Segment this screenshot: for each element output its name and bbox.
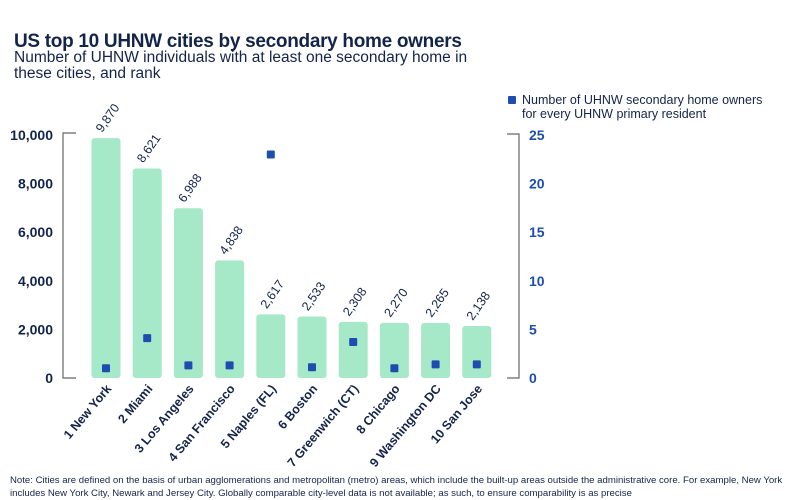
bar [338, 321, 368, 378]
right-tick-label: 15 [529, 224, 545, 240]
bar [132, 168, 162, 378]
left-tick-label: 6,000 [18, 224, 53, 240]
footnote: Note: Cities are defined on the basis of… [10, 475, 783, 499]
scatter-point [184, 361, 193, 370]
scatter-point [266, 150, 275, 159]
left-tick-label: 0 [45, 370, 53, 386]
category-label: 9 Washington DC [367, 382, 444, 470]
category-label: 1 New York [61, 382, 114, 442]
scatter-point [102, 364, 110, 373]
category-label: 6 Boston [275, 382, 320, 432]
scatter-point [143, 334, 152, 343]
legend: Number of UHNW secondary home owners for… [508, 93, 778, 121]
bar [297, 316, 327, 378]
bar [379, 322, 409, 378]
right-axis-line [507, 133, 520, 379]
scatter-point [431, 360, 440, 369]
scatter-point [349, 338, 358, 347]
category-label: 7 Greenwich (CT) [285, 382, 362, 470]
left-tick-label: 8,000 [18, 176, 53, 192]
left-tick-label: 4,000 [18, 273, 53, 289]
left-axis-line [62, 132, 76, 379]
data-label: 2,617 [258, 277, 287, 311]
data-label: 6,988 [175, 171, 204, 205]
legend-label: Number of UHNW secondary home owners for… [522, 93, 763, 121]
bar [91, 138, 121, 378]
right-tick-label: 20 [529, 176, 545, 192]
right-tick-label: 0 [529, 370, 537, 386]
bar [215, 260, 245, 378]
data-label: 2,138 [464, 289, 493, 323]
right-tick-label: 10 [529, 273, 545, 289]
chart-title: US top 10 UHNW cities by secondary home … [14, 31, 462, 52]
chart-subtitle: Number of UHNW individuals with at least… [14, 49, 468, 82]
scatter-point [225, 361, 234, 370]
right-tick-label: 25 [529, 127, 545, 143]
chart: 0 2,000 4,000 6,000 8,000 10,000 0 5 10 15 20 25 9,8… [10, 101, 545, 470]
bar [421, 322, 451, 378]
data-label: 4,838 [217, 223, 246, 257]
data-label: 8,621 [134, 132, 163, 166]
legend-marker [508, 96, 516, 104]
category-label: 2 Miami [115, 382, 155, 426]
right-tick-label: 5 [529, 321, 537, 337]
bar [173, 208, 203, 378]
bar [256, 314, 286, 378]
data-label: 2,308 [340, 285, 369, 319]
bar [462, 326, 492, 378]
left-tick-label: 10,000 [10, 127, 53, 143]
data-label: 9,870 [93, 101, 122, 135]
scatter-point [308, 363, 316, 372]
left-tick-label: 2,000 [18, 321, 53, 337]
scatter-point [390, 364, 399, 373]
data-label: 2,270 [381, 286, 410, 320]
data-label: 2,265 [423, 286, 452, 320]
scatter-point [472, 360, 481, 369]
data-label: 2,533 [299, 279, 328, 313]
